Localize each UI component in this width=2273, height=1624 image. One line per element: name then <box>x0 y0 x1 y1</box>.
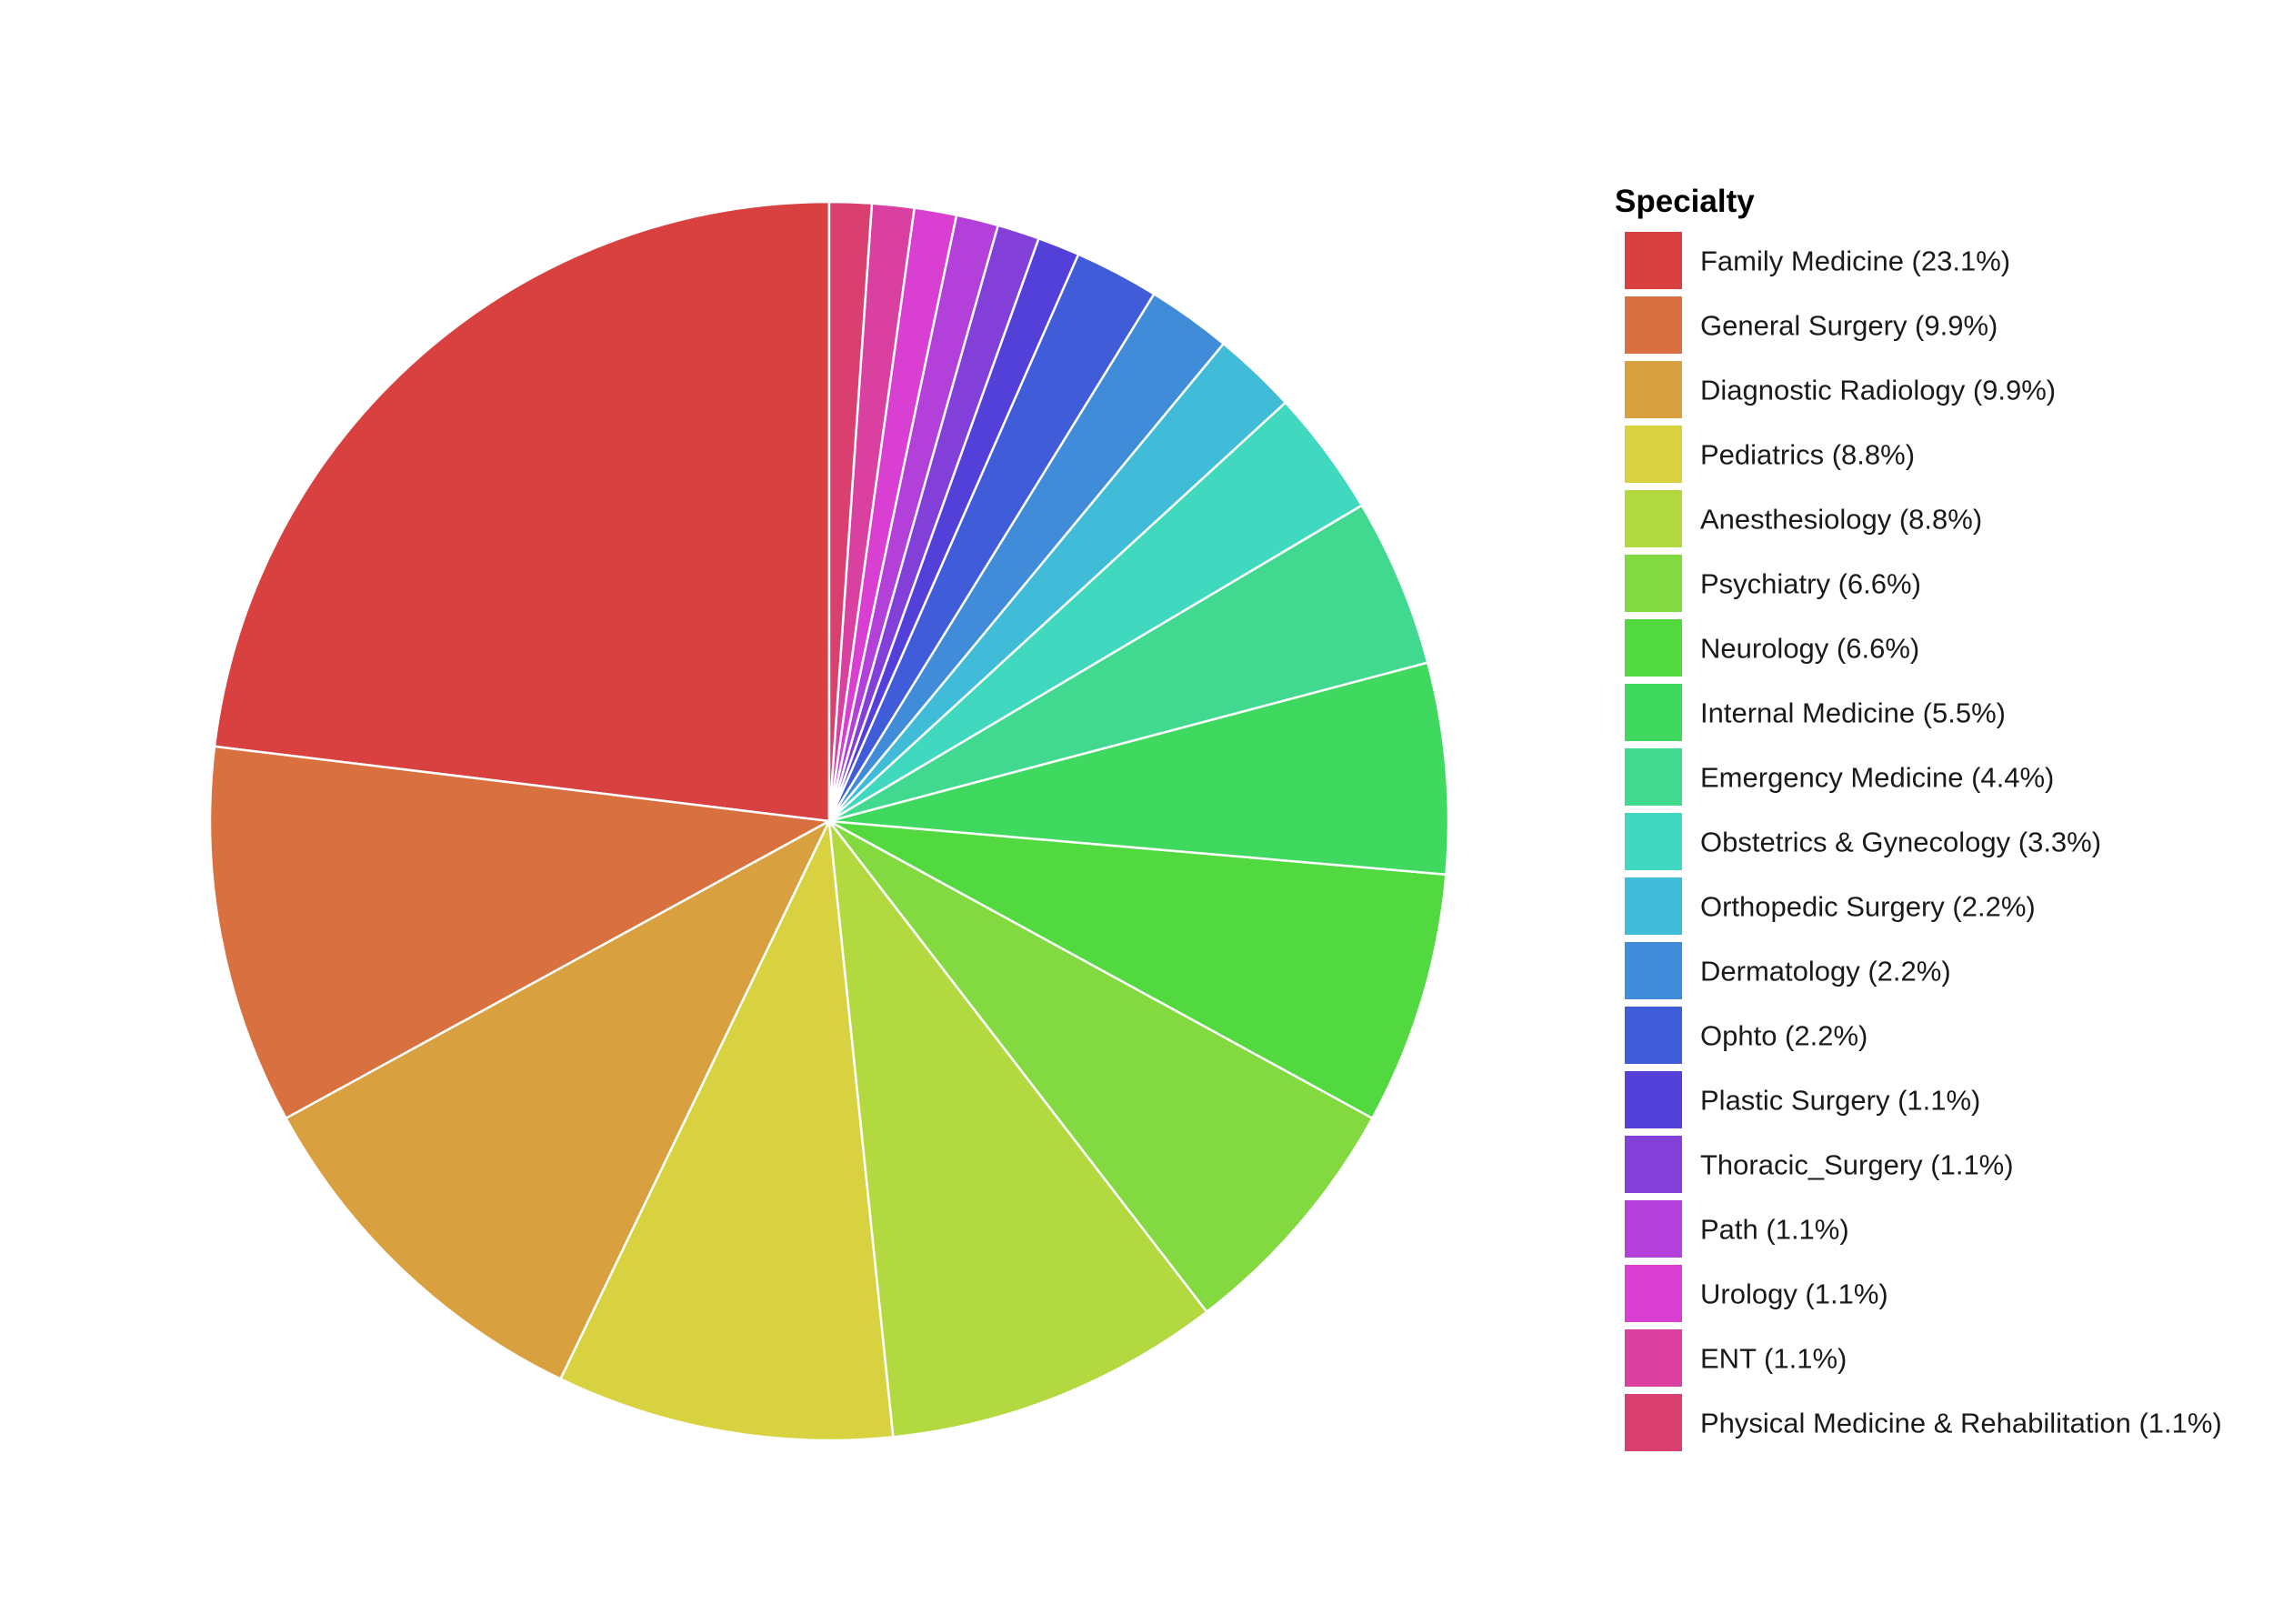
legend-label: Urology (1.1%) <box>1700 1278 1888 1310</box>
legend-key <box>1623 876 1684 937</box>
pie-slice <box>559 819 895 1442</box>
legend-key <box>1623 747 1684 807</box>
pie-slice <box>827 819 1374 1313</box>
legend-key <box>1623 359 1684 420</box>
legend-key <box>1623 1134 1684 1195</box>
pie-slice <box>285 819 831 1380</box>
legend-key <box>1623 295 1684 356</box>
legend-key <box>1623 1198 1684 1259</box>
legend-label: Anesthesiology (8.8%) <box>1700 504 1982 536</box>
legend-key <box>1623 488 1684 549</box>
legend-label: Thoracic_Surgery (1.1%) <box>1700 1149 2014 1181</box>
legend-key <box>1623 617 1684 678</box>
legend-label: Plastic Surgery (1.1%) <box>1700 1085 1980 1117</box>
legend-key <box>1623 1069 1684 1130</box>
pie-slice <box>827 819 1447 1120</box>
pie-slice <box>213 200 831 823</box>
pie-slice <box>827 504 1429 823</box>
legend-key <box>1623 1263 1684 1324</box>
legend: Specialty Family Medicine (23.1%) General… <box>1615 184 2222 1453</box>
legend-label: Obstetrics & Gynecology (3.3%) <box>1700 827 2101 858</box>
legend-label: Orthopedic Surgery (2.2%) <box>1700 891 2036 923</box>
legend-label: ENT (1.1%) <box>1700 1343 1847 1375</box>
legend-key <box>1623 424 1684 485</box>
legend-key <box>1623 1005 1684 1066</box>
legend-label: Diagnostic Radiology (9.9%) <box>1700 375 2056 406</box>
pie-slice <box>827 819 1208 1439</box>
legend-label: Dermatology (2.2%) <box>1700 956 1951 987</box>
legend-label: General Surgery (9.9%) <box>1700 310 1998 342</box>
legend-key <box>1623 940 1684 1001</box>
legend-label: Psychiatry (6.6%) <box>1700 568 1921 600</box>
legend-label: Physical Medicine & Rehabilitation (1.1%… <box>1700 1408 2222 1439</box>
legend-label: Ophto (2.2%) <box>1700 1020 1867 1052</box>
legend-label: Path (1.1%) <box>1700 1214 1849 1246</box>
pie-slice <box>208 745 831 1120</box>
legend-key <box>1623 1328 1684 1388</box>
pie <box>208 200 1450 1442</box>
legend-label: Pediatrics (8.8%) <box>1700 439 1915 471</box>
legend-title: Specialty <box>1615 184 1755 219</box>
legend-label: Internal Medicine (5.5%) <box>1700 697 2006 729</box>
legend-key <box>1623 682 1684 743</box>
legend-label: Emergency Medicine (4.4%) <box>1700 762 2054 794</box>
legend-key <box>1623 1392 1684 1453</box>
pie-slice <box>827 661 1450 876</box>
legend-label: Neurology (6.6%) <box>1700 633 1919 665</box>
legend-key <box>1623 811 1684 872</box>
legend-label: Family Medicine (23.1%) <box>1700 246 2010 277</box>
legend-key <box>1623 230 1684 291</box>
pie-slice <box>827 200 874 823</box>
legend-key <box>1623 553 1684 614</box>
